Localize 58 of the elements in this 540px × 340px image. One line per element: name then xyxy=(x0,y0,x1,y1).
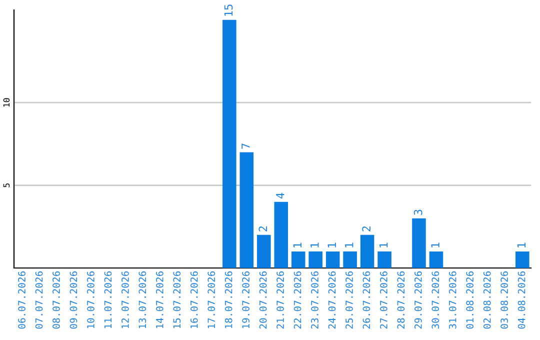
bar xyxy=(222,20,236,268)
x-tick-label: 19.07.2026 xyxy=(242,271,250,328)
x-tick-label: 14.07.2026 xyxy=(156,271,164,328)
x-tick-label: 02.08.2026 xyxy=(483,271,491,329)
x-tick-label: 18.07.2026 xyxy=(224,271,232,328)
x-tick-label: 08.07.2026 xyxy=(52,271,60,329)
data-label: 1 xyxy=(380,242,388,248)
x-tick-label: 04.08.2026 xyxy=(518,271,526,329)
x-tick-label: 01.08.2026 xyxy=(466,271,474,329)
x-tick-label: 11.07.2026 xyxy=(104,271,112,328)
x-tick-label: 13.07.2026 xyxy=(138,271,146,328)
x-tick-label: 27.07.2026 xyxy=(380,271,388,329)
x-tick-label: 16.07.2026 xyxy=(190,271,198,328)
data-label: 1 xyxy=(517,242,526,248)
x-tick-label: 20.07.2026 xyxy=(259,271,267,329)
x-tick-label: 12.07.2026 xyxy=(122,271,129,328)
x-tick-label: 23.07.2026 xyxy=(311,271,318,329)
x-tick-label: 22.07.2026 xyxy=(294,271,302,329)
y-tick-label: 5 xyxy=(3,183,10,188)
x-tick-label: 30.07.2026 xyxy=(432,271,440,329)
data-label: 1 xyxy=(293,242,302,248)
x-tick-label: 21.07.2026 xyxy=(276,271,284,329)
bar xyxy=(308,251,322,268)
bar xyxy=(429,251,444,268)
data-label: 1 xyxy=(310,242,319,248)
x-tick-label: 29.07.2026 xyxy=(414,271,422,329)
x-tick-label: 31.07.2026 xyxy=(448,271,456,329)
bar xyxy=(412,218,426,268)
data-label: 15 xyxy=(224,4,233,16)
x-tick-label: 07.07.2026 xyxy=(35,271,43,329)
x-tick-label: 09.07.2026 xyxy=(70,271,78,329)
bar xyxy=(360,234,374,268)
data-label: 3 xyxy=(414,210,422,215)
bar xyxy=(326,251,340,268)
x-tick-label: 10.07.2026 xyxy=(87,271,94,328)
bar xyxy=(240,152,254,268)
bar xyxy=(378,251,392,268)
x-tick-label: 17.07.2026 xyxy=(208,271,216,328)
data-label: 1 xyxy=(431,242,440,248)
x-tick-label: 15.07.2026 xyxy=(173,271,181,328)
bar xyxy=(343,251,357,268)
y-tick-label: 10 xyxy=(3,98,10,107)
x-tick-label: 26.07.2026 xyxy=(362,271,370,329)
x-tick-label: 03.08.2026 xyxy=(500,271,508,329)
data-label: 7 xyxy=(242,144,250,149)
x-tick-label: 06.07.2026 xyxy=(18,271,26,329)
data-label: 2 xyxy=(362,226,370,232)
x-tick-label: 25.07.2026 xyxy=(346,271,353,329)
x-tick-label: 28.07.2026 xyxy=(397,271,405,329)
data-label: 2 xyxy=(258,226,267,232)
bar xyxy=(291,251,306,268)
x-tick-label: 24.07.2026 xyxy=(328,271,336,329)
data-label: 4 xyxy=(276,192,284,199)
bar xyxy=(256,234,271,268)
bar xyxy=(515,251,530,268)
data-label: 1 xyxy=(328,242,336,248)
data-label: 1 xyxy=(345,242,354,248)
bar xyxy=(274,202,288,268)
